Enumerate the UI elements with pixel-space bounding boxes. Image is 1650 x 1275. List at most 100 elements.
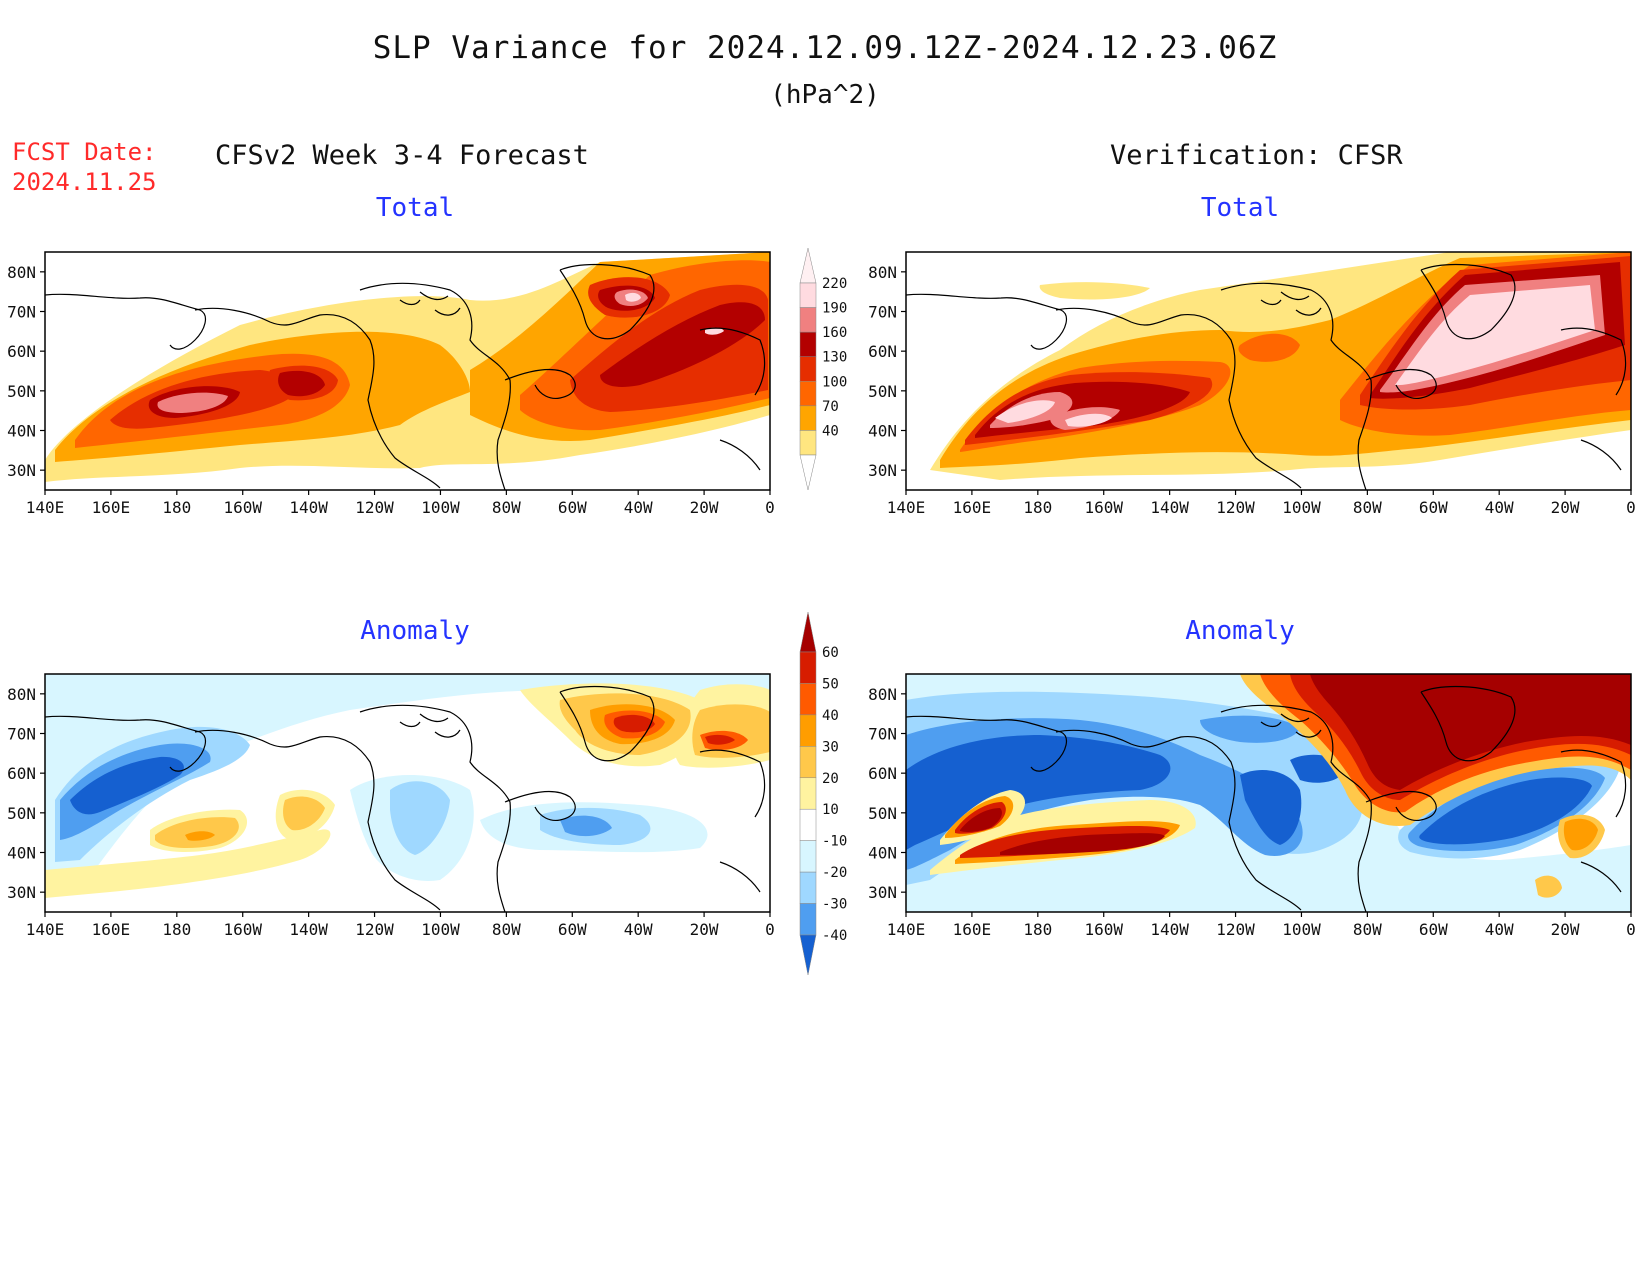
lon-tick-label: 120W bbox=[1216, 498, 1255, 517]
forecast-total-map: 140E 160E 180 160W 140W 120W 100W 80W 60W 40W 20W 0… bbox=[7, 251, 775, 517]
lon-tick-label: 0 bbox=[765, 920, 775, 939]
lon-tick-label: 180 bbox=[162, 920, 191, 939]
panel-title-forecast-total: Total bbox=[375, 193, 455, 223]
verification-total-map: 140E 160E 180 160W 140W 120W 100W 80W 60W 40W 20W 0… bbox=[868, 251, 1636, 517]
lat-tick-label: 70N bbox=[7, 303, 36, 322]
lon-tick-label: 140W bbox=[1150, 920, 1189, 939]
units-label: (hPa^2) bbox=[770, 80, 880, 110]
lon-tick-label: 60W bbox=[558, 920, 587, 939]
lon-tick-label: 80W bbox=[492, 920, 521, 939]
colorbar-cap-bottom bbox=[799, 934, 817, 976]
panel-title-verification-total: Total bbox=[1200, 193, 1280, 223]
colorbar-box bbox=[799, 651, 817, 684]
lon-tick-label: 80W bbox=[1353, 920, 1382, 939]
colorbar-cap-top bbox=[799, 611, 817, 653]
verification-anomaly-shading bbox=[906, 674, 1631, 912]
colorbar-box bbox=[799, 714, 817, 747]
verification-column-header: Verification: CFSR bbox=[1110, 140, 1403, 171]
lat-tick-label: 30N bbox=[868, 461, 897, 480]
colorbar-label: 220 bbox=[822, 276, 847, 292]
lon-tick-label: 100W bbox=[421, 498, 460, 517]
lat-tick-label: 50N bbox=[868, 804, 897, 823]
lat-tick-label: 30N bbox=[7, 461, 36, 480]
colorbar-label: 160 bbox=[822, 325, 847, 341]
lon-tick-label: 20W bbox=[1551, 498, 1580, 517]
lon-tick-label: 40W bbox=[1485, 498, 1514, 517]
total-colorbar: 220 190 160 130 100 70 40 bbox=[799, 247, 847, 491]
colorbar-label: 40 bbox=[822, 708, 839, 724]
lon-tick-label: 140E bbox=[887, 498, 926, 517]
lon-tick-label: 160W bbox=[1084, 498, 1123, 517]
colorbar-label: -30 bbox=[822, 897, 847, 913]
lon-tick-label: 160E bbox=[953, 498, 992, 517]
lon-tick-label: 100W bbox=[421, 920, 460, 939]
colorbar-label: 10 bbox=[822, 802, 839, 818]
lon-tick-label: 40W bbox=[624, 920, 653, 939]
lon-tick-label: 140E bbox=[26, 920, 65, 939]
lat-tick-label: 70N bbox=[868, 725, 897, 744]
lat-tick-label: 60N bbox=[868, 342, 897, 361]
lon-tick-label: 60W bbox=[1419, 920, 1448, 939]
colorbar-label: 60 bbox=[822, 645, 839, 661]
forecast-anomaly-map: 140E 160E 180 160W 140W 120W 100W 80W 60W 40W 20W 0… bbox=[7, 673, 775, 939]
lon-tick-label: 0 bbox=[1626, 498, 1636, 517]
lat-tick-label: 80N bbox=[868, 685, 897, 704]
lon-tick-label: 160E bbox=[953, 920, 992, 939]
lat-tick-label: 50N bbox=[7, 804, 36, 823]
lon-tick-label: 0 bbox=[765, 498, 775, 517]
forecast-total-frame bbox=[44, 251, 771, 491]
lat-tick-label: 40N bbox=[7, 844, 36, 863]
lon-tick-label: 100W bbox=[1282, 920, 1321, 939]
lat-tick-label: 60N bbox=[7, 764, 36, 783]
lat-tick-label: 80N bbox=[868, 263, 897, 282]
lon-tick-label: 40W bbox=[1485, 920, 1514, 939]
forecast-anomaly-shading bbox=[45, 674, 770, 912]
forecast-anomaly-frame bbox=[44, 673, 771, 913]
lat-tick-label: 60N bbox=[868, 764, 897, 783]
colorbar-label: -20 bbox=[822, 865, 847, 881]
lon-tick-label: 120W bbox=[355, 498, 394, 517]
forecast-total-shading bbox=[45, 252, 770, 490]
lat-tick-label: 60N bbox=[7, 342, 36, 361]
lon-tick-label: 20W bbox=[690, 498, 719, 517]
lon-tick-label: 180 bbox=[1023, 498, 1052, 517]
colorbar-label: 100 bbox=[822, 374, 847, 390]
lat-tick-label: 80N bbox=[7, 685, 36, 704]
lon-tick-label: 180 bbox=[162, 498, 191, 517]
colorbar-label: 30 bbox=[822, 739, 839, 755]
colorbar-box bbox=[799, 381, 817, 407]
lat-tick-label: 30N bbox=[868, 883, 897, 902]
verification-anomaly-frame bbox=[905, 673, 1632, 913]
colorbar-box bbox=[799, 777, 817, 810]
lon-tick-label: 60W bbox=[558, 498, 587, 517]
verification-total-coastlines bbox=[906, 263, 1627, 490]
lon-tick-label: 40W bbox=[624, 498, 653, 517]
anomaly-colorbar: 60 50 40 30 20 10 -10 -20 -30 -40 bbox=[799, 611, 847, 976]
colorbar-label: 130 bbox=[822, 350, 847, 366]
verification-total-frame bbox=[905, 251, 1632, 491]
lat-tick-label: 70N bbox=[7, 725, 36, 744]
lon-tick-label: 180 bbox=[1023, 920, 1052, 939]
lat-tick-label: 40N bbox=[868, 844, 897, 863]
lon-tick-label: 100W bbox=[1282, 498, 1321, 517]
colorbar-box bbox=[799, 356, 817, 382]
lon-tick-label: 140E bbox=[26, 498, 65, 517]
lat-tick-label: 70N bbox=[868, 303, 897, 322]
colorbar-label: -10 bbox=[822, 834, 847, 850]
colorbar-box bbox=[799, 405, 817, 431]
panel-title-forecast-anomaly: Anomaly bbox=[360, 616, 470, 646]
fcst-date-caption: FCST Date: bbox=[12, 138, 157, 166]
verification-anomaly-coastlines bbox=[906, 685, 1627, 912]
lon-tick-label: 60W bbox=[1419, 498, 1448, 517]
lon-tick-label: 160W bbox=[1084, 920, 1123, 939]
verification-total-shading bbox=[906, 252, 1631, 490]
lon-tick-label: 80W bbox=[492, 498, 521, 517]
colorbar-box bbox=[799, 282, 817, 308]
lon-tick-label: 120W bbox=[355, 920, 394, 939]
colorbar-label: 50 bbox=[822, 676, 839, 692]
colorbar-label: 190 bbox=[822, 301, 847, 317]
panel-title-verification-anomaly: Anomaly bbox=[1185, 616, 1295, 646]
lon-tick-label: 80W bbox=[1353, 498, 1382, 517]
lon-tick-label: 160E bbox=[92, 498, 131, 517]
